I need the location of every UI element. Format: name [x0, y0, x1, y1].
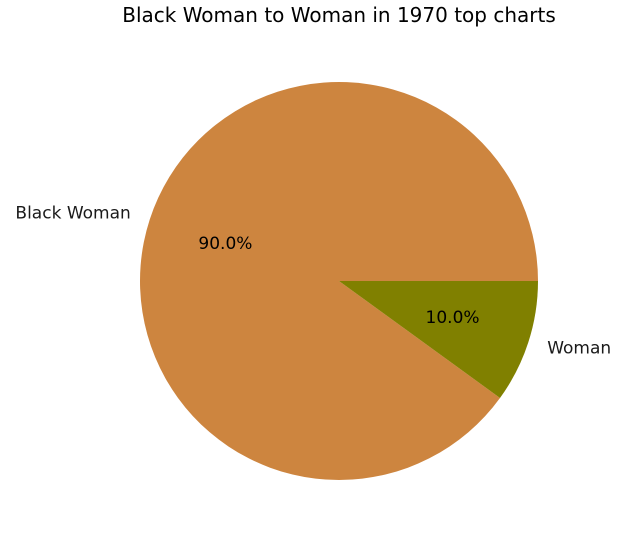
pie-slice-black-woman: [140, 81, 539, 480]
pct-label-woman: 10.0%: [426, 308, 480, 328]
pie-slices: [140, 81, 539, 480]
chart-title: Black Woman to Woman in 1970 top charts: [122, 3, 556, 27]
pie-labels: Black Woman 90.0% Woman 10.0%: [15, 203, 611, 358]
slice-label-woman: Woman: [547, 339, 611, 359]
pct-label-black-woman: 90.0%: [198, 234, 252, 254]
pie-slice-woman: [339, 281, 538, 398]
slice-label-black-woman: Black Woman: [15, 203, 130, 223]
